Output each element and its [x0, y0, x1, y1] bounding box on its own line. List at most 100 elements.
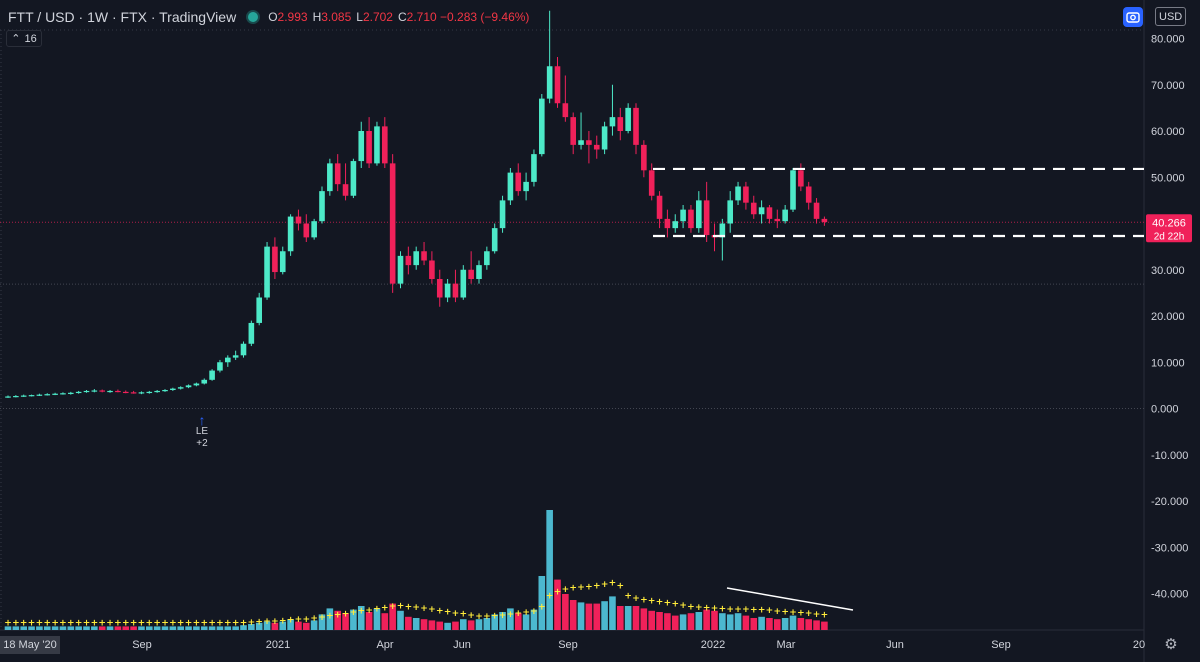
volume-bar [585, 603, 593, 630]
moving-average-dot: + [224, 618, 232, 628]
moving-average-dot: + [624, 591, 632, 601]
moving-average-dot: + [240, 618, 248, 628]
candle-body [546, 66, 553, 99]
moving-average-dot: + [750, 605, 758, 615]
volume-bar [742, 615, 750, 630]
volume-bar [334, 610, 341, 630]
moving-average-dot: + [20, 618, 28, 628]
volume-bar [303, 622, 310, 630]
moving-average-dot: + [554, 588, 562, 598]
moving-average-dot: + [122, 618, 130, 628]
candle-body [593, 144, 600, 150]
moving-average-dot: + [193, 618, 201, 628]
moving-average-dot: + [601, 580, 609, 590]
candle-body [154, 390, 160, 393]
volume-bar [185, 626, 192, 630]
volume-bar [483, 618, 491, 630]
crosshair-date-label: 18 May '20 [0, 636, 60, 654]
indicator-toggle-button[interactable]: ⌃ 16 [6, 30, 42, 47]
candle-body [727, 200, 733, 224]
volume-bar [460, 619, 467, 630]
candle-body [185, 385, 192, 388]
moving-average-dot: + [585, 582, 593, 592]
moving-average-dot: + [452, 609, 460, 619]
moving-average-dot: + [200, 618, 208, 628]
moving-average-dot: + [491, 612, 499, 622]
moving-average-dot: + [255, 618, 263, 628]
candle-body [225, 357, 231, 363]
moving-average-dot: + [467, 611, 475, 621]
moving-average-dot: + [59, 618, 67, 628]
candle-body [601, 126, 608, 150]
symbol-title[interactable]: FTT / USD · 1W · FTX · TradingView [8, 9, 237, 25]
candle-body [641, 144, 647, 171]
volume-bar [726, 614, 734, 630]
candle-body [813, 202, 820, 219]
last-price-tag [1146, 214, 1192, 243]
moving-average-dot: + [310, 614, 318, 624]
volume-bar [51, 626, 59, 630]
moving-average-dot: + [475, 612, 483, 622]
moving-average-dot: + [813, 610, 821, 620]
candle-body [342, 184, 349, 196]
volume-bar [28, 626, 35, 630]
volume-bar [36, 626, 43, 630]
candle-body [311, 221, 317, 238]
candle-body [444, 283, 451, 298]
moving-average-dot: + [36, 618, 44, 628]
moving-average-dot: + [428, 605, 436, 615]
x-tick-label: 2022 [701, 639, 725, 651]
volume-bar [381, 613, 389, 630]
open-value: 2.993 [277, 10, 308, 24]
volume-bar [444, 622, 451, 630]
candle-body [91, 390, 98, 392]
moving-average-dot: + [232, 618, 240, 628]
candle-body [366, 131, 372, 164]
moving-average-dot: + [91, 618, 99, 628]
moving-average-dot: + [766, 606, 774, 616]
moving-average-dot: + [51, 618, 59, 628]
volume-bar [789, 615, 797, 630]
moving-average-dot: + [758, 606, 766, 616]
candle-body [146, 391, 153, 394]
volume-bar [522, 614, 530, 630]
candle-body [719, 223, 726, 238]
volume-bar [538, 576, 546, 630]
candle-body [499, 200, 506, 229]
moving-average-dot: + [742, 605, 750, 615]
y-tick-label: -30.000 [1151, 542, 1188, 554]
volume-bar [146, 626, 153, 630]
moving-average-dot: + [334, 610, 342, 620]
candle-body [531, 154, 537, 182]
candle-body [209, 370, 215, 380]
candle-body [735, 186, 741, 201]
moving-average-dot: + [687, 603, 695, 613]
candle-body [460, 269, 467, 298]
moving-average-dot: + [83, 618, 91, 628]
moving-average-dot: + [381, 604, 389, 614]
long-entry-marker: ↑ LE +2 [192, 413, 212, 450]
candle-body [36, 394, 43, 396]
moving-average-dot: + [365, 606, 373, 616]
x-tick-label: Jun [886, 639, 904, 651]
x-tick-label: Mar [777, 639, 796, 651]
volume-bar [20, 626, 27, 630]
moving-average-dot: + [271, 617, 279, 627]
candle-body [491, 228, 498, 252]
moving-average-dot: + [593, 581, 601, 591]
currency-selector[interactable]: USD [1155, 7, 1187, 26]
moving-average-dot: + [350, 608, 358, 618]
volume-bar [397, 610, 404, 630]
candle-body [656, 195, 663, 219]
candle-body [382, 126, 388, 164]
moving-average-dot: + [711, 604, 719, 614]
volume-bar [507, 608, 514, 630]
gear-icon[interactable]: ⚙ [1164, 636, 1178, 653]
moving-average-dot: + [774, 607, 782, 617]
moving-average-dot: + [412, 603, 420, 613]
close-label: C [397, 10, 407, 24]
snapshot-button[interactable] [1123, 7, 1143, 27]
volume-bar [310, 620, 318, 630]
y-tick-label: -20.000 [1151, 496, 1188, 508]
